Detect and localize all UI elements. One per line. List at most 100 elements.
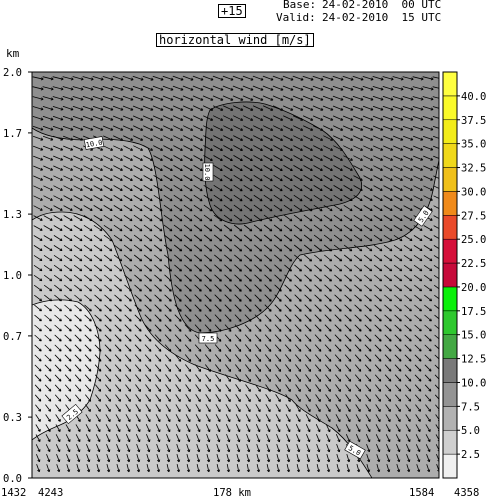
wind-arrow <box>404 294 412 302</box>
wind-arrow <box>373 155 384 161</box>
wind-arrow <box>144 264 153 272</box>
wind-arrow <box>253 184 263 192</box>
wind-arrow <box>64 314 72 322</box>
wind-arrow <box>194 274 202 282</box>
wind-arrow <box>124 374 132 382</box>
wind-arrow <box>214 294 222 302</box>
wind-arrow <box>404 374 412 382</box>
wind-arrow <box>255 374 261 382</box>
wind-arrow <box>404 354 412 362</box>
wind-arrow <box>403 185 413 191</box>
wind-arrow <box>253 224 263 232</box>
wind-arrow <box>194 254 203 262</box>
wind-arrow <box>93 155 104 161</box>
wind-arrow <box>283 184 293 192</box>
wind-arrow <box>214 344 222 352</box>
wind-arrow <box>95 414 101 422</box>
wind-arrow <box>143 204 153 212</box>
wind-arrow <box>43 235 53 241</box>
wind-arrow <box>423 274 433 282</box>
wind-arrow <box>84 324 92 332</box>
wind-arrow <box>275 404 281 413</box>
wind-arrow <box>354 274 362 282</box>
wind-arrow <box>214 354 222 362</box>
wind-arrow <box>402 76 414 81</box>
wind-arrow <box>374 314 382 322</box>
wind-arrow <box>93 254 103 262</box>
wind-arrow <box>113 234 123 242</box>
wind-arrow <box>372 76 384 81</box>
wind-arrow <box>145 414 151 423</box>
wind-arrow <box>84 374 92 382</box>
wind-arrow <box>122 115 134 121</box>
wind-arrow <box>95 434 101 443</box>
wind-arrow <box>132 105 144 111</box>
wind-arrow <box>353 205 363 211</box>
wind-arrow <box>412 96 424 101</box>
wind-arrow <box>423 225 433 231</box>
wind-arrow <box>176 453 181 463</box>
wind-arrow <box>264 304 272 312</box>
wind-arrow <box>134 364 142 372</box>
wind-arrow <box>262 95 274 101</box>
wind-arrow <box>273 184 283 192</box>
wind-arrow <box>316 453 321 463</box>
wind-arrow <box>393 155 404 161</box>
wind-arrow <box>224 264 232 272</box>
wind-arrow <box>52 125 64 131</box>
wind-arrow <box>114 354 122 362</box>
wind-arrow <box>144 274 152 282</box>
wind-arrow <box>264 354 272 362</box>
wind-arrow <box>183 125 194 131</box>
wind-arrow <box>174 294 182 302</box>
wind-arrow <box>33 274 43 282</box>
wind-arrow <box>156 443 161 453</box>
wind-arrow <box>234 344 242 352</box>
wind-arrow <box>254 264 262 272</box>
wind-arrow <box>324 364 332 372</box>
wind-arrow <box>192 105 204 111</box>
wind-arrow <box>412 106 424 111</box>
wind-arrow <box>224 254 233 262</box>
wind-arrow <box>66 464 71 473</box>
wind-arrow <box>254 284 262 292</box>
wind-arrow <box>153 244 163 252</box>
wind-arrow <box>134 314 142 322</box>
wind-arrow <box>133 234 143 242</box>
wind-arrow <box>135 434 141 443</box>
wind-arrow <box>373 234 383 242</box>
wind-arrow <box>323 175 333 181</box>
wind-arrow <box>434 374 439 382</box>
wind-arrow <box>156 464 161 473</box>
wind-arrow <box>205 394 211 402</box>
wind-arrow <box>72 125 84 131</box>
wind-arrow <box>164 314 172 322</box>
wind-arrow <box>123 135 134 141</box>
colorbar-swatch <box>442 95 458 121</box>
wind-arrow <box>83 175 93 181</box>
wind-arrow <box>313 155 323 161</box>
wind-arrow <box>422 96 434 101</box>
wind-arrow <box>153 165 163 171</box>
wind-arrow <box>314 344 322 352</box>
wind-arrow <box>63 274 73 282</box>
wind-arrow <box>136 443 141 453</box>
colorbar-swatch <box>442 143 458 168</box>
wind-arrow <box>344 364 352 372</box>
wind-arrow <box>163 125 174 131</box>
wind-arrow <box>313 214 323 222</box>
wind-arrow <box>412 86 424 91</box>
wind-arrow <box>73 165 83 171</box>
wind-arrow <box>413 235 423 241</box>
wind-arrow <box>264 274 272 282</box>
wind-arrow <box>332 95 344 101</box>
wind-arrow <box>116 463 121 473</box>
wind-arrow <box>146 464 151 473</box>
wind-arrow <box>223 125 234 131</box>
wind-arrow <box>414 324 422 332</box>
wind-arrow <box>326 443 331 453</box>
wind-arrow <box>313 194 323 202</box>
wind-arrow <box>304 274 312 282</box>
wind-arrow <box>295 424 301 433</box>
wind-arrow <box>43 185 53 191</box>
